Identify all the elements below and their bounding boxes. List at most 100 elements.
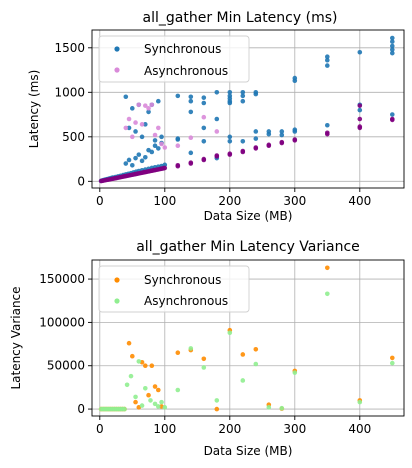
data-point xyxy=(162,145,168,150)
data-point xyxy=(214,398,220,403)
data-point xyxy=(126,125,132,131)
y-tick-label: 100000 xyxy=(39,315,85,329)
legend-marker-synchronous xyxy=(114,277,120,283)
data-point xyxy=(143,385,148,391)
latency-chart-points xyxy=(98,35,395,184)
data-point xyxy=(292,370,298,375)
data-point xyxy=(214,406,220,412)
data-point xyxy=(126,157,132,163)
data-point xyxy=(159,134,164,140)
legend-marker-synchronous xyxy=(114,46,120,52)
data-point xyxy=(201,95,207,100)
data-point xyxy=(130,353,135,359)
data-point xyxy=(325,130,330,136)
data-point xyxy=(143,103,148,108)
data-point xyxy=(227,93,233,99)
data-point xyxy=(240,93,246,99)
data-point xyxy=(279,129,285,134)
data-point xyxy=(188,346,194,351)
legend-frame xyxy=(98,265,250,313)
data-point xyxy=(292,127,298,132)
data-point xyxy=(292,75,298,81)
data-point xyxy=(357,116,363,122)
data-point xyxy=(390,43,395,49)
data-point xyxy=(188,94,194,100)
data-point xyxy=(357,107,363,113)
data-point xyxy=(146,109,151,115)
variance-chart-frame xyxy=(91,259,405,417)
data-point xyxy=(123,161,129,166)
y-tick-label: 50000 xyxy=(47,359,85,373)
data-point xyxy=(240,148,246,154)
data-point xyxy=(175,163,181,168)
data-point xyxy=(146,106,151,111)
data-point xyxy=(130,106,135,111)
data-point xyxy=(253,90,259,95)
data-point xyxy=(214,116,220,122)
y-tick-label: 0 xyxy=(77,402,85,416)
data-point xyxy=(325,265,330,271)
legend-label-asynchronous: Asynchronous xyxy=(144,294,228,308)
data-point xyxy=(390,355,395,361)
variance-chart-legend: Synchronous Asynchronous xyxy=(98,265,250,313)
data-point xyxy=(146,392,151,398)
variance-chart-ylabel: Latency Variance xyxy=(9,286,23,389)
variance-chart: all_gather Min Latency Variance 0 100 200 3… xyxy=(9,239,405,458)
data-point xyxy=(156,387,161,393)
data-point xyxy=(156,125,161,131)
data-point xyxy=(266,129,272,134)
latency-chart-legend: Synchronous Asynchronous xyxy=(98,35,250,83)
data-point xyxy=(325,57,330,63)
data-point xyxy=(175,93,181,99)
data-point xyxy=(156,146,161,151)
data-point xyxy=(390,116,395,122)
data-point xyxy=(240,138,246,144)
data-point xyxy=(188,109,194,115)
data-point xyxy=(139,158,145,164)
data-point xyxy=(136,359,142,364)
data-point xyxy=(266,405,272,410)
data-point xyxy=(214,153,220,158)
legend-marker-asynchronous xyxy=(114,67,120,73)
legend-label-synchronous: Synchronous xyxy=(144,42,221,56)
data-point xyxy=(175,143,181,149)
y-tick-label: 0 xyxy=(77,174,85,188)
data-point xyxy=(123,94,129,100)
data-point xyxy=(279,132,285,138)
legend-label-synchronous: Synchronous xyxy=(144,273,221,287)
y-tick-label: 1000 xyxy=(54,85,85,99)
data-point xyxy=(128,373,134,379)
data-point xyxy=(143,122,148,127)
variance-chart-ticks: 0 100 200 300 400 0 50000 100000 150000 xyxy=(39,272,371,436)
data-point xyxy=(159,399,164,405)
data-point xyxy=(325,63,330,68)
data-point xyxy=(253,129,259,134)
data-point xyxy=(133,399,138,405)
data-point xyxy=(149,149,155,155)
data-point xyxy=(126,340,132,346)
x-tick-label: 100 xyxy=(153,194,176,208)
legend-marker-asynchronous xyxy=(114,298,120,304)
data-point xyxy=(357,49,363,55)
data-point xyxy=(136,152,142,157)
data-point xyxy=(240,90,246,95)
latency-chart: all_gather Min Latency (ms) 0 100 200 300 40… xyxy=(27,10,405,223)
data-point xyxy=(325,122,330,128)
data-point xyxy=(227,90,233,95)
data-point xyxy=(240,378,246,383)
data-point xyxy=(133,394,138,400)
latency-chart-ylabel: Latency (ms) xyxy=(27,70,41,149)
legend-label-asynchronous: Asynchronous xyxy=(144,64,228,78)
data-point xyxy=(149,363,155,369)
data-point xyxy=(188,150,194,156)
x-tick-label: 400 xyxy=(348,422,371,436)
data-point xyxy=(253,136,259,141)
x-tick-label: 0 xyxy=(96,194,104,208)
data-point xyxy=(124,382,130,388)
x-tick-label: 200 xyxy=(218,194,241,208)
data-point xyxy=(201,356,207,362)
data-point xyxy=(152,384,158,389)
y-tick-label: 500 xyxy=(62,130,85,144)
data-point xyxy=(253,361,259,367)
data-point xyxy=(292,137,298,142)
